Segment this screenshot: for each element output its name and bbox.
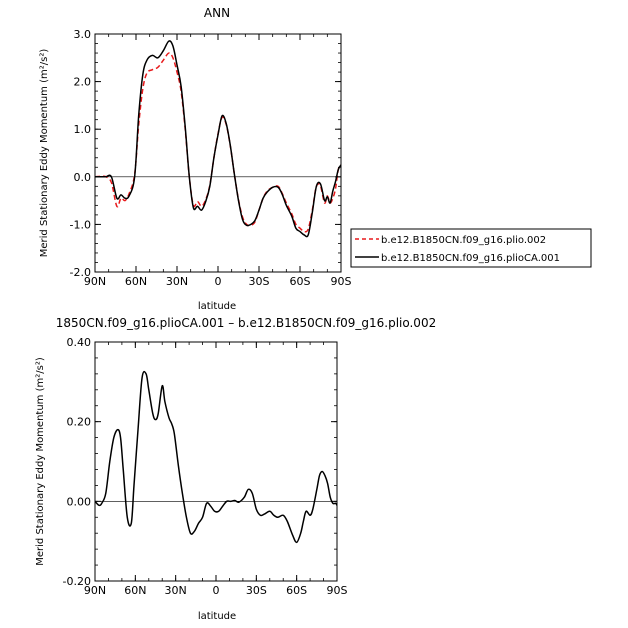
y-tick-label: 2.0 [74,76,92,89]
difference-chart-title: 1850CN.f09_g16.plioCA.001 – b.e12.B1850C… [56,316,436,330]
x-tick-label: 60N [125,275,147,288]
series-line-1 [95,370,337,544]
plot-frame [94,341,338,582]
y-axis-label: Merid Stationary Eddy Momentum (m²/s²) [39,49,50,258]
y-tick-label: -2.0 [70,266,91,279]
x-tick-label: 60S [286,584,307,597]
x-tick-label: 0 [213,584,220,597]
y-axis-label-bottom: Merid Stationary Eddy Momentum (m²/s²) [35,357,46,566]
panel-top: ANN 90N 60N 30N 0 30S 60S 90S -2.0 -1.0 0.0 1.0 2.0… [39,6,592,312]
plot-frame [94,33,342,273]
series-line-2 [95,40,341,238]
x-tick-label: 30S [246,584,267,597]
y-tick-label: 0.20 [67,416,92,429]
x-axis-label: latitude [198,301,236,312]
y-tick-label: -0.20 [63,575,91,588]
plot-area-bottom: 90N 60N 30N 0 30S 60S 90S -0.20 0.00 0.20 0.40 [63,336,348,597]
series-line-1 [95,52,341,233]
x-tick-label: 0 [215,275,222,288]
x-axis-label-bottom: latitude [198,611,236,622]
chart-title: ANN [204,6,230,20]
legend: b.e12.B1850CN.f09_g16.plio.002 b.e12.B185… [350,228,592,268]
legend-entry-1: b.e12.B1850CN.f09_g16.plio.002 [381,235,546,246]
y-tick-label: 0.40 [67,336,92,349]
x-tick-label: 30S [249,275,270,288]
y-tick-label: 0.00 [67,495,92,508]
y-tick-label: -1.0 [70,218,91,231]
legend-entry-2: b.e12.B1850CN.f09_g16.plioCA.001 [381,253,560,264]
plot-area-top: 90N 60N 30N 0 30S 60S 90S -2.0 -1.0 0.0 1.0 2.0 3.0 [70,28,352,288]
x-tick-label: 90N [84,275,106,288]
y-tick-label: 0.0 [74,171,92,184]
x-tick-label: 30N [166,275,188,288]
x-tick-label: 90S [331,275,352,288]
legend-box [350,228,592,268]
y-tick-label: 1.0 [74,123,92,136]
x-tick-label: 90N [84,584,106,597]
y-tick-label: 3.0 [74,28,92,41]
x-tick-label: 60S [290,275,311,288]
x-tick-label: 30N [165,584,187,597]
x-tick-label: 60N [124,584,146,597]
x-tick-label: 90S [327,584,348,597]
panel-bottom: 1850CN.f09_g16.plioCA.001 – b.e12.B1850C… [35,316,436,622]
